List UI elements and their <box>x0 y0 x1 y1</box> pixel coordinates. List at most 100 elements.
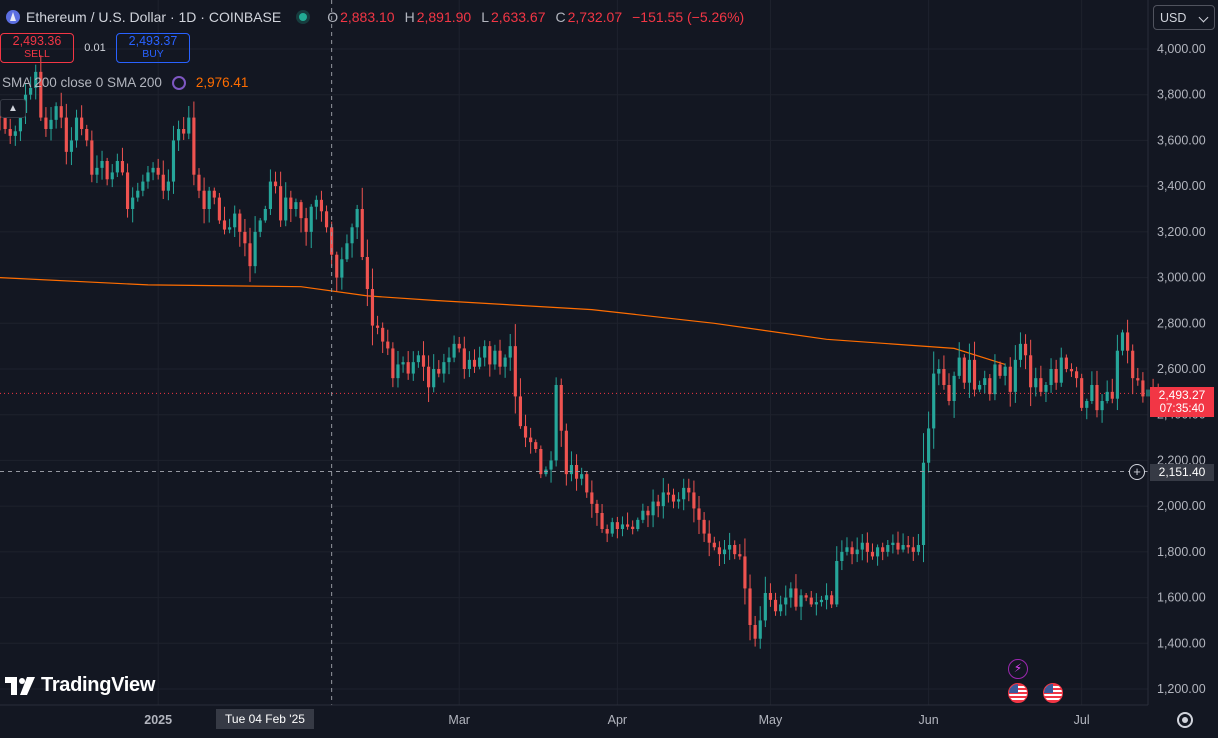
candle <box>1105 380 1109 404</box>
us-flag-event-icon[interactable] <box>1008 683 1028 703</box>
ohlc-open-value: 2,883.10 <box>340 9 395 25</box>
candle <box>911 536 915 561</box>
candle <box>886 539 890 557</box>
candle <box>90 130 94 183</box>
candle <box>840 540 844 571</box>
trade-panel: 2,493.36 SELL 0.01 2,493.37 BUY <box>0 33 190 63</box>
refresh-icon[interactable] <box>171 75 186 90</box>
candle <box>860 534 864 561</box>
candle <box>891 534 895 554</box>
crosshair-date-label: Tue 04 Feb '25 <box>216 709 314 729</box>
candle <box>1115 334 1119 411</box>
last-price-badge: 2,493.27 <box>1150 387 1214 402</box>
price-tick-label: 3,200.00 <box>1157 225 1206 239</box>
tradingview-logo[interactable]: TradingView <box>5 674 155 697</box>
candle <box>697 496 701 535</box>
candle <box>916 533 920 556</box>
candle <box>677 492 681 509</box>
candle <box>835 546 839 608</box>
candle <box>324 205 329 233</box>
price-tick-label: 1,800.00 <box>1157 545 1206 559</box>
candle <box>962 354 966 390</box>
candle <box>80 105 84 136</box>
add-alert-plus-icon[interactable]: + <box>1129 464 1145 480</box>
candle <box>146 165 150 189</box>
candle <box>268 169 272 215</box>
symbol-title[interactable]: Ethereum / U.S. Dollar · 1D · COINBASE <box>26 9 282 25</box>
candle <box>161 160 165 200</box>
candle <box>717 541 721 567</box>
candle <box>386 329 390 356</box>
candle <box>467 351 471 378</box>
lightning-event-icon[interactable]: ⚡ <box>1008 659 1028 679</box>
candle <box>166 169 170 201</box>
price-tick-label: 1,600.00 <box>1157 591 1206 605</box>
candle <box>258 218 262 238</box>
candle <box>1054 359 1058 390</box>
candle <box>1074 366 1079 388</box>
collapse-legend-button[interactable]: ▲ <box>0 99 26 118</box>
currency-value: USD <box>1160 10 1187 25</box>
candle <box>824 583 829 610</box>
candle <box>1008 357 1012 407</box>
candle <box>34 64 38 100</box>
candle <box>228 218 232 234</box>
candle <box>1136 367 1140 386</box>
candle <box>248 227 252 282</box>
candle <box>483 340 487 367</box>
candle <box>600 504 604 533</box>
candle <box>141 174 145 197</box>
candle <box>427 355 431 403</box>
candle <box>370 268 375 346</box>
candle <box>983 370 987 394</box>
candle <box>682 478 686 511</box>
candle <box>478 346 482 370</box>
candle <box>855 537 859 563</box>
candle <box>457 336 461 353</box>
candle <box>416 350 420 368</box>
candle <box>998 361 1002 379</box>
candle <box>222 206 227 235</box>
candle <box>569 451 574 482</box>
candle <box>932 351 936 449</box>
buy-price: 2,493.37 <box>128 34 178 48</box>
candle <box>906 536 910 554</box>
time-tick-label: Jul <box>1074 713 1090 727</box>
candle <box>850 541 854 565</box>
candle <box>733 540 737 560</box>
candle <box>131 187 135 223</box>
price-tick-label: 3,800.00 <box>1157 88 1206 102</box>
candle <box>794 574 798 611</box>
candle <box>202 177 206 224</box>
gear-icon[interactable] <box>1177 712 1193 728</box>
us-flag-event-icon[interactable] <box>1043 683 1063 703</box>
candle <box>539 445 543 479</box>
currency-select[interactable]: USD <box>1153 5 1215 30</box>
indicator-legend[interactable]: SMA 200 close 0 SMA 200 2,976.41 <box>2 75 248 90</box>
sell-button[interactable]: 2,493.36 SELL <box>0 33 74 63</box>
time-axis: 2025 Mar Apr May Jun Jul <box>144 713 1089 727</box>
indicator-label: SMA 200 close 0 SMA 200 <box>2 75 162 90</box>
candle <box>896 531 900 555</box>
candle <box>1131 344 1135 395</box>
candle <box>381 322 385 354</box>
market-open-icon <box>299 13 308 21</box>
candle <box>615 516 619 539</box>
candle <box>411 351 415 381</box>
candle <box>656 494 660 518</box>
candle <box>64 103 68 165</box>
candle <box>69 127 74 166</box>
candle <box>432 354 436 393</box>
candle <box>523 414 528 448</box>
candle <box>957 342 961 379</box>
ohlc-high-value: 2,891.90 <box>416 9 472 25</box>
candle <box>605 524 609 543</box>
candle <box>447 347 451 375</box>
buy-button[interactable]: 2,493.37 BUY <box>116 33 190 63</box>
price-tick-label: 4,000.00 <box>1157 42 1206 56</box>
candle <box>763 576 767 628</box>
candle <box>738 544 742 560</box>
candle <box>702 512 706 542</box>
candle <box>779 595 783 617</box>
